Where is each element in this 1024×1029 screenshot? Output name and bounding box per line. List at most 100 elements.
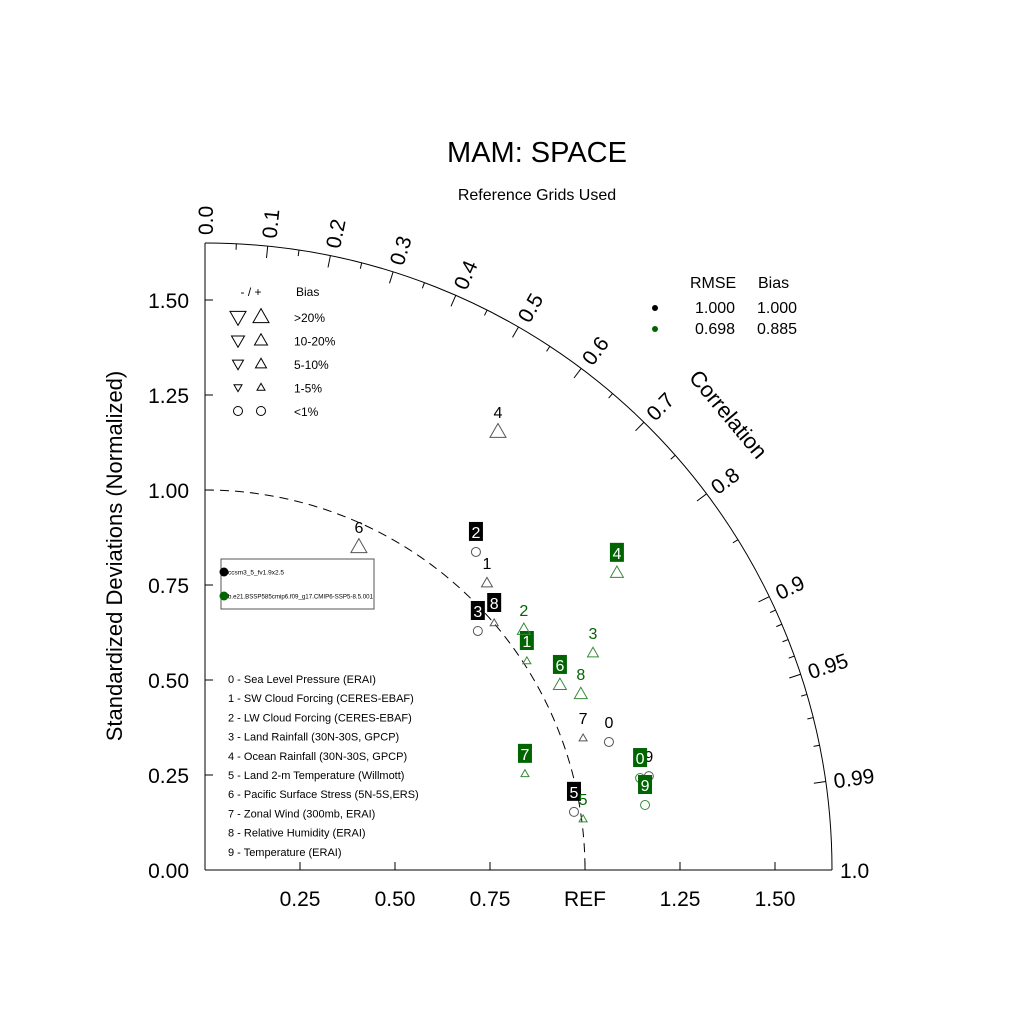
- bias-legend-label: >20%: [294, 311, 325, 325]
- corr-tick: [513, 327, 519, 337]
- triangle-marker: [587, 647, 598, 657]
- variable-list-item: 4 - Ocean Rainfall (30N-30S, GPCP): [228, 751, 407, 763]
- point-label: 2: [471, 525, 480, 542]
- triangle-marker: [610, 566, 623, 577]
- corr-tick-label: 0.3: [386, 233, 417, 268]
- circle-marker: [569, 807, 578, 816]
- corr-minor-tick: [770, 610, 775, 612]
- y-tick-label: 0.50: [148, 670, 189, 693]
- x-tick-label: REF: [564, 888, 606, 911]
- y-tick-label: 0.25: [148, 765, 189, 788]
- y-tick-label: 0.00: [148, 860, 189, 883]
- triangle-down-icon: [230, 311, 246, 325]
- triangle-marker: [574, 687, 587, 698]
- corr-tick: [328, 256, 330, 268]
- triangle-down-icon: [232, 336, 245, 347]
- case-color-dot: [652, 305, 658, 311]
- bias-legend-label: 10-20%: [294, 335, 336, 349]
- point-label: 8: [576, 667, 585, 684]
- corr-tick-label: 1.0: [840, 860, 869, 883]
- triangle-down-icon: [234, 385, 242, 392]
- bias-legend-label: 1-5%: [294, 382, 322, 396]
- x-tick-label: 0.25: [280, 888, 321, 911]
- point-label: 5: [570, 785, 579, 802]
- triangle-down-icon: [233, 360, 244, 370]
- triangle-marker: [490, 424, 506, 438]
- point-label: 1: [522, 634, 531, 651]
- chart-subtitle: Reference Grids Used: [458, 187, 616, 204]
- corr-tick: [451, 295, 456, 306]
- circle-marker: [604, 737, 613, 746]
- data-point: 1: [520, 631, 534, 664]
- bias-legend: - / + Bias >20% 10-20% 5-10% 1-5% <1%: [230, 285, 336, 419]
- stats-header-bias: Bias: [758, 275, 789, 292]
- corr-tick: [574, 368, 581, 378]
- triangle-marker: [579, 815, 587, 822]
- point-label: 8: [490, 596, 499, 613]
- data-point: 3: [587, 626, 598, 657]
- bias-legend-header: Bias: [296, 285, 319, 299]
- corr-tick-label: 0.1: [259, 208, 285, 239]
- point-label: 0: [636, 751, 645, 768]
- variable-list-item: 5 - Land 2-m Temperature (Willmott): [228, 770, 404, 782]
- bias-legend-label: <1%: [294, 405, 319, 419]
- corr-minor-tick: [360, 263, 362, 269]
- point-label: 3: [589, 626, 598, 643]
- triangle-marker: [579, 734, 587, 741]
- triangle-up-icon: [257, 383, 265, 390]
- variable-list-item: 1 - SW Cloud Forcing (CERES-EBAF): [228, 693, 414, 705]
- corr-minor-tick: [298, 250, 299, 256]
- y-tick-label: 1.25: [148, 385, 189, 408]
- corr-minor-tick: [609, 394, 613, 399]
- corr-minor-tick: [807, 718, 813, 719]
- case-legend-box: [221, 559, 374, 609]
- case-color-dot: [652, 326, 658, 332]
- corr-tick-label: 0.5: [514, 290, 549, 327]
- bias-legend-header-sign: - / +: [240, 285, 261, 299]
- data-point: 7: [579, 711, 588, 741]
- circle-marker-icon: [257, 407, 266, 416]
- corr-tick-label: 0.8: [707, 463, 744, 499]
- point-label: 7: [521, 747, 530, 764]
- corr-minor-tick: [801, 694, 807, 696]
- corr-tick-label: 0.9: [772, 571, 808, 604]
- stats-rmse-value: 1.000: [695, 300, 735, 317]
- x-tick-label: 0.50: [375, 888, 416, 911]
- circle-marker-icon: [234, 407, 243, 416]
- corr-minor-tick: [484, 310, 487, 315]
- data-point: 8: [574, 667, 587, 699]
- point-label: 2: [519, 603, 528, 620]
- point-label: 9: [641, 778, 650, 795]
- circle-marker: [641, 801, 650, 810]
- stats-bias-value: 0.885: [757, 321, 797, 338]
- triangle-marker: [481, 577, 492, 587]
- triangle-up-icon: [256, 358, 267, 368]
- corr-tick: [267, 246, 268, 258]
- corr-tick: [759, 597, 770, 602]
- data-point: 6: [351, 520, 367, 553]
- data-point: 7: [518, 744, 532, 777]
- corr-minor-tick: [422, 283, 424, 289]
- corr-tick-label: 0.99: [832, 765, 876, 794]
- point-label: 6: [354, 520, 363, 537]
- corr-minor-tick: [671, 455, 676, 459]
- bias-legend-label: 5-10%: [294, 358, 329, 372]
- variable-list-item: 9 - Temperature (ERAI): [228, 847, 342, 859]
- data-point: 0: [604, 715, 613, 747]
- triangle-up-icon: [253, 309, 269, 323]
- data-point: 8: [487, 593, 501, 626]
- chart-title: MAM: SPACE: [447, 137, 627, 169]
- variable-list: 0 - Sea Level Pressure (ERAI)1 - SW Clou…: [228, 674, 419, 859]
- y-tick-label: 1.00: [148, 480, 189, 503]
- point-label: 3: [473, 604, 482, 621]
- x-tick-label: 1.50: [755, 888, 796, 911]
- triangle-marker: [521, 770, 529, 777]
- y-tick-label: 1.50: [148, 290, 189, 313]
- variable-list-item: 7 - Zonal Wind (300mb, ERAI): [228, 808, 375, 820]
- x-tick-label: 0.75: [470, 888, 511, 911]
- point-label: 1: [483, 556, 492, 573]
- corr-tick: [814, 782, 826, 784]
- corr-tick-label: 0.0: [195, 206, 218, 235]
